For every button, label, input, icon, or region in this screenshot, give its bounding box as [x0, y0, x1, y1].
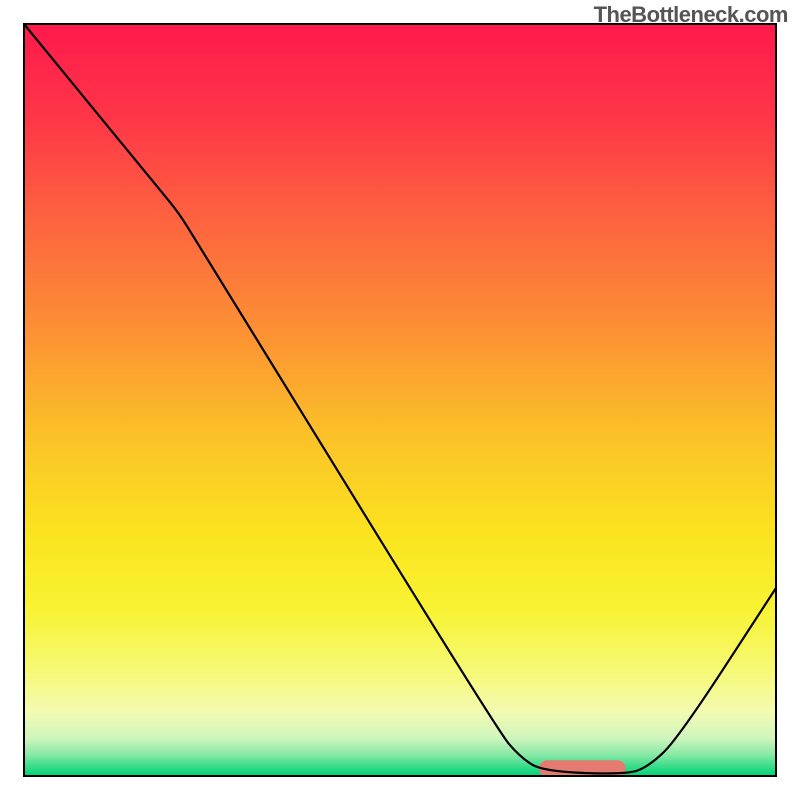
chart-container: TheBottleneck.com — [0, 0, 800, 800]
plot-background — [24, 24, 776, 776]
bottleneck-chart — [0, 0, 800, 800]
watermark-label: TheBottleneck.com — [594, 2, 788, 28]
